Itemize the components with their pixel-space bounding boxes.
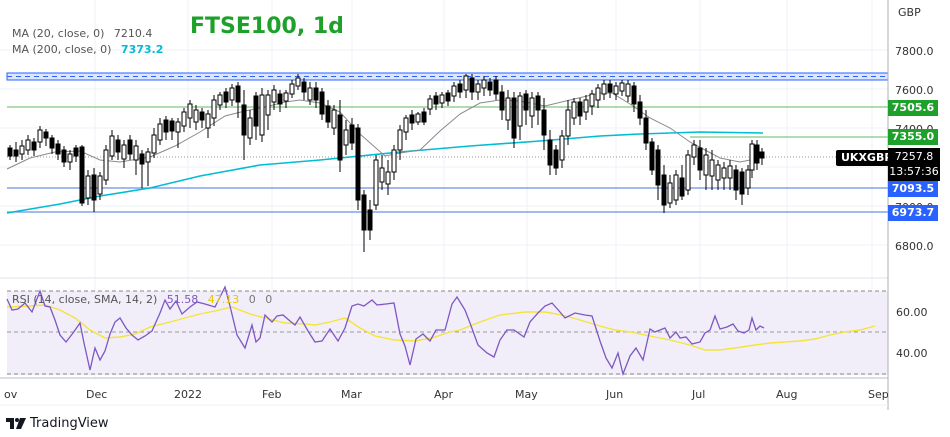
ma20-value: 7210.4	[113, 27, 153, 40]
current-price: 7257.8	[894, 150, 934, 163]
level-tag-7355: 7355.0	[888, 129, 938, 145]
price-tick: 7600.0	[895, 84, 934, 97]
time-label: May	[515, 388, 538, 401]
time-label: Sep	[868, 388, 889, 401]
time-label: Jun	[606, 388, 624, 401]
ma200-value: 7373.2	[120, 43, 164, 56]
time-label: Jul	[692, 388, 706, 401]
candles	[7, 74, 765, 252]
rsi-sma-value: 47.13	[207, 293, 240, 306]
time-label: Dec	[86, 388, 108, 401]
time-label: Apr	[434, 388, 454, 401]
rsi-tick: 40.00	[896, 347, 928, 360]
currency-label: GBP	[898, 6, 921, 19]
ma200-legend[interactable]: MA (200, close, 0) 7373.2	[12, 43, 163, 56]
ma20-legend[interactable]: MA (20, close, 0) 7210.4	[12, 27, 152, 40]
tradingview-logo[interactable]: TradingView	[6, 416, 109, 431]
ma20-label: MA (20, close, 0)	[12, 27, 105, 40]
rsi-legend[interactable]: RSI (14, close, SMA, 14, 2) 51.58 47.13 …	[12, 293, 272, 306]
rsi-value: 51.58	[166, 293, 199, 306]
time-label: Mar	[341, 388, 362, 401]
level-tag-7505: 7505.6	[888, 100, 938, 116]
rsi-extra-1: 0	[248, 293, 256, 306]
level-tag-7093: 7093.5	[888, 181, 938, 197]
current-price-tag: 7257.8 13:57:36	[888, 148, 940, 181]
rsi-tick: 60.00	[896, 306, 928, 319]
tradingview-icon	[6, 417, 26, 429]
price-tick: 6800.0	[895, 240, 934, 253]
brand-name: TradingView	[30, 416, 109, 431]
level-tag-6973: 6973.7	[888, 205, 938, 221]
bar-countdown: 13:57:36	[889, 165, 939, 178]
rsi-label: RSI (14, close, SMA, 14, 2)	[12, 293, 158, 306]
symbol-tag: UKXGBP	[836, 150, 898, 166]
time-label: Feb	[262, 388, 282, 401]
time-label: 2022	[174, 388, 202, 401]
time-label: Aug	[776, 388, 798, 401]
price-tick: 7800.0	[895, 45, 934, 58]
rsi-extra-2: 0	[265, 293, 273, 306]
chart-title: FTSE100, 1d	[190, 14, 344, 39]
time-label: ov	[4, 388, 18, 401]
ma200-label: MA (200, close, 0)	[12, 43, 112, 56]
